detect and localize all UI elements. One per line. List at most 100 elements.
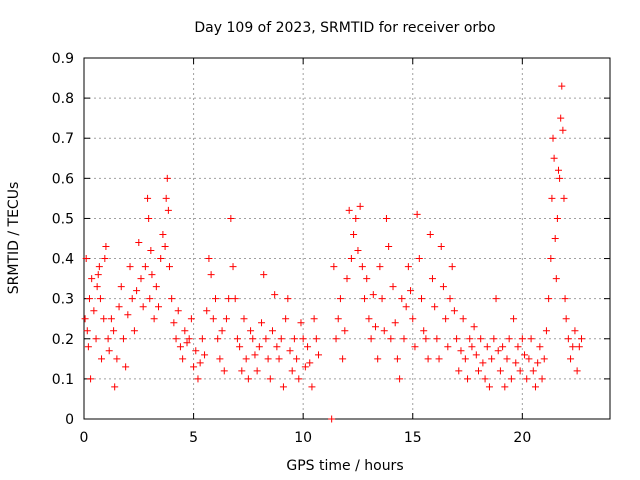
- data-point: [304, 343, 312, 351]
- data-point: [567, 355, 575, 363]
- data-point: [288, 367, 296, 375]
- data-point: [547, 255, 555, 263]
- data-point: [477, 335, 485, 343]
- data-point: [536, 343, 544, 351]
- y-tick-label: 0.2: [52, 332, 74, 348]
- data-point: [376, 263, 384, 271]
- data-point: [435, 355, 443, 363]
- data-point: [420, 327, 428, 335]
- data-point: [545, 295, 553, 303]
- data-point: [82, 255, 90, 263]
- data-point: [222, 315, 230, 323]
- data-point: [161, 243, 169, 251]
- data-point: [380, 327, 388, 335]
- data-point: [233, 335, 241, 343]
- data-point: [371, 323, 379, 331]
- data-point: [330, 263, 338, 271]
- data-point: [559, 126, 567, 134]
- data-point: [552, 275, 560, 283]
- data-point: [571, 327, 579, 335]
- data-point: [133, 287, 141, 295]
- data-point: [124, 311, 132, 319]
- data-point: [192, 347, 200, 355]
- data-point: [361, 295, 369, 303]
- data-point: [205, 255, 213, 263]
- data-point: [301, 363, 309, 371]
- data-point: [428, 275, 436, 283]
- data-point: [516, 367, 524, 375]
- data-point: [492, 295, 500, 303]
- data-point: [332, 335, 340, 343]
- data-point: [308, 383, 316, 391]
- data-point: [409, 315, 417, 323]
- x-tick-label: 0: [80, 430, 89, 446]
- data-point: [558, 82, 566, 90]
- y-axis-label: SRMTID / TECUs: [6, 182, 22, 295]
- data-point: [145, 214, 153, 222]
- data-point: [203, 307, 211, 315]
- data-point: [297, 319, 305, 327]
- data-point: [96, 295, 104, 303]
- data-point: [450, 307, 458, 315]
- data-point: [350, 230, 358, 238]
- data-point: [455, 367, 463, 375]
- data-point: [179, 355, 187, 363]
- plot-frame: [83, 57, 611, 420]
- data-point: [354, 247, 362, 255]
- data-point: [415, 255, 423, 263]
- data-point: [220, 367, 228, 375]
- data-point: [174, 307, 182, 315]
- data-point: [104, 335, 112, 343]
- data-point: [126, 263, 134, 271]
- data-point: [550, 154, 558, 162]
- data-point: [139, 303, 147, 311]
- data-point: [244, 375, 252, 383]
- data-point: [107, 315, 115, 323]
- data-point: [466, 335, 474, 343]
- data-point: [461, 355, 469, 363]
- data-point: [345, 206, 353, 214]
- data-point: [464, 375, 472, 383]
- x-axis-label: GPS time / hours: [286, 458, 403, 474]
- data-point: [312, 335, 320, 343]
- data-point: [442, 315, 450, 323]
- data-point: [102, 243, 110, 251]
- data-point: [181, 327, 189, 335]
- data-point: [113, 355, 121, 363]
- data-point: [144, 194, 152, 202]
- data-point: [88, 275, 96, 283]
- data-point: [115, 303, 123, 311]
- data-point: [531, 383, 539, 391]
- data-point: [548, 194, 556, 202]
- data-point: [157, 255, 165, 263]
- y-tick-label: 0: [65, 412, 74, 428]
- y-tick-label: 0.8: [52, 91, 74, 107]
- data-point: [214, 335, 222, 343]
- data-point: [505, 335, 513, 343]
- data-point: [470, 323, 478, 331]
- data-point: [236, 343, 244, 351]
- data-point: [168, 295, 176, 303]
- data-point: [117, 283, 125, 291]
- data-point: [475, 367, 482, 375]
- data-point: [488, 355, 496, 363]
- data-point: [437, 243, 445, 251]
- data-point: [398, 295, 406, 303]
- data-point: [561, 295, 569, 303]
- data-point: [251, 351, 259, 359]
- data-point: [457, 347, 465, 355]
- data-point: [212, 295, 219, 303]
- data-point: [83, 327, 91, 335]
- data-point: [229, 263, 237, 271]
- data-point: [560, 194, 568, 202]
- data-point: [135, 239, 143, 247]
- data-point: [387, 335, 395, 343]
- data-point: [92, 335, 100, 343]
- data-point: [422, 335, 430, 343]
- data-point: [111, 383, 119, 391]
- data-point: [247, 327, 255, 335]
- data-point: [549, 134, 557, 142]
- data-point: [290, 335, 298, 343]
- data-point: [128, 295, 136, 303]
